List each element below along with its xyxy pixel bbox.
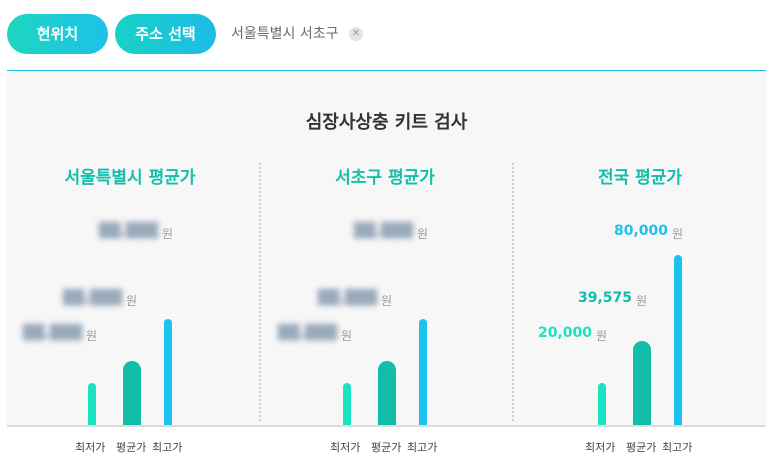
unit-label: 원: [341, 329, 353, 343]
value-label: 20,000: [537, 325, 592, 341]
bar-max: [419, 318, 427, 425]
value-label: ██,███: [22, 325, 82, 341]
group-title: 서울특별시 평균가: [64, 168, 196, 188]
value-label: ██,███: [98, 223, 158, 239]
value-label: 80,000: [613, 223, 668, 239]
bar-max: [164, 318, 172, 425]
bar-min: [343, 382, 351, 425]
selected-address: 서울특별시 서초구: [231, 26, 339, 42]
group-divider: [259, 163, 261, 421]
close-icon[interactable]: ✕: [349, 27, 363, 41]
value-label: 39,575: [577, 290, 632, 306]
header-divider: [7, 70, 766, 71]
value-label: ██,███: [353, 223, 413, 239]
x-tick-label: 최고가: [662, 441, 693, 454]
unit-label: 원: [672, 227, 684, 241]
unit-label: 원: [417, 227, 429, 241]
bar-avg: [378, 361, 396, 425]
bar-min: [598, 382, 606, 425]
group-title: 서초구 평균가: [335, 168, 435, 188]
unit-label: 원: [381, 294, 393, 308]
x-tick-label: 최저가: [330, 441, 361, 454]
group-divider: [512, 163, 514, 421]
chart-title: 심장사상충 키트 검사: [305, 112, 468, 133]
unit-label: 원: [162, 227, 174, 241]
bar-avg: [633, 340, 651, 425]
x-tick-label: 평균가: [371, 441, 402, 454]
top-bar: 현위치 주소 선택 서울특별시 서초구 ✕: [0, 0, 773, 70]
chart-baseline: [7, 425, 766, 427]
x-tick-label: 최저가: [75, 441, 106, 454]
value-label: ██,███: [277, 325, 337, 341]
unit-label: 원: [126, 294, 138, 308]
unit-label: 원: [636, 294, 648, 308]
x-tick-label: 최고가: [407, 441, 438, 454]
x-tick-label: 최저가: [585, 441, 616, 454]
x-tick-label: 평균가: [626, 441, 657, 454]
group-title: 전국 평균가: [597, 168, 683, 188]
value-label: ██,███: [62, 290, 122, 306]
x-tick-label: 최고가: [152, 441, 183, 454]
bar-avg: [123, 361, 141, 425]
select-address-button[interactable]: 주소 선택: [115, 14, 216, 54]
current-location-button[interactable]: 현위치: [7, 14, 108, 54]
bar-min: [88, 382, 96, 425]
value-label: ██,███: [317, 290, 377, 306]
x-tick-label: 평균가: [116, 441, 147, 454]
bar-max: [674, 255, 682, 425]
unit-label: 원: [86, 329, 98, 343]
unit-label: 원: [596, 329, 608, 343]
